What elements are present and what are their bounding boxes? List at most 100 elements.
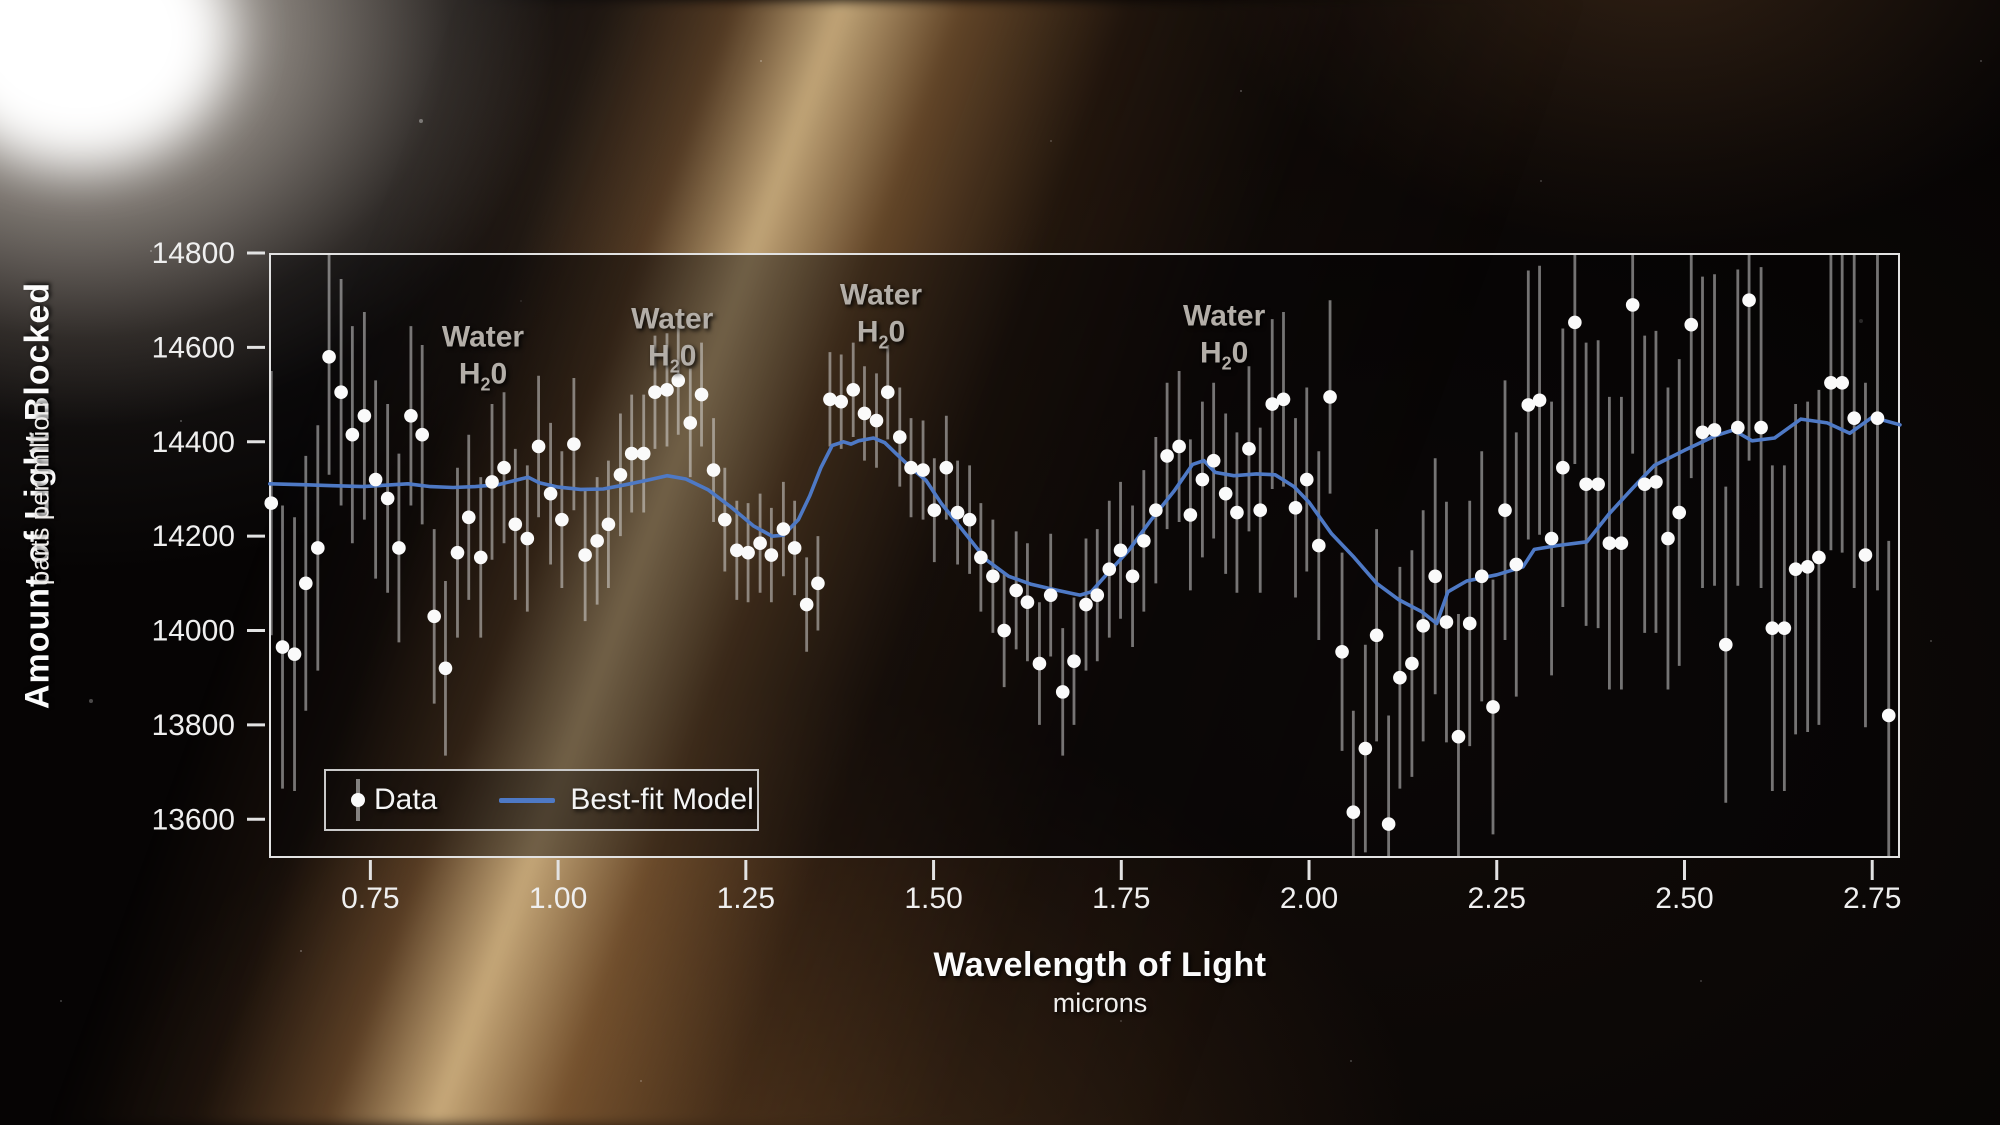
data-point-marker-icon bbox=[356, 779, 360, 821]
x-tick-label: 1.25 bbox=[717, 882, 775, 915]
data-point bbox=[892, 430, 907, 444]
x-axis-subtitle: microns bbox=[1052, 988, 1148, 1018]
data-point bbox=[1276, 392, 1291, 407]
data-point bbox=[345, 427, 360, 442]
y-tick-label: 14200 bbox=[152, 520, 235, 553]
data-point bbox=[950, 505, 965, 520]
data-point bbox=[1299, 472, 1314, 487]
data-point bbox=[1160, 449, 1174, 463]
water-annotation: Water H20 bbox=[441, 320, 525, 395]
x-tick-label: 1.75 bbox=[1092, 882, 1150, 915]
x-tick-label: 2.00 bbox=[1280, 882, 1338, 915]
data-point bbox=[1137, 534, 1151, 548]
data-point bbox=[1718, 637, 1733, 652]
data-point bbox=[601, 517, 616, 532]
data-point bbox=[298, 576, 313, 591]
data-point bbox=[1858, 548, 1873, 562]
data-point bbox=[1614, 536, 1629, 551]
data-point bbox=[1311, 538, 1326, 553]
data-point bbox=[1230, 505, 1244, 520]
data-point bbox=[520, 531, 535, 546]
data-point bbox=[415, 427, 429, 442]
y-tick-label: 14000 bbox=[152, 615, 235, 648]
data-point bbox=[1474, 569, 1489, 584]
data-point bbox=[1055, 685, 1070, 699]
data-point bbox=[1032, 656, 1047, 671]
data-point bbox=[1288, 501, 1303, 515]
data-point bbox=[485, 475, 499, 489]
x-tick-label: 1.00 bbox=[529, 882, 587, 915]
data-point bbox=[1358, 741, 1373, 756]
model-line-icon bbox=[499, 797, 556, 803]
data-point bbox=[1451, 729, 1466, 744]
y-tick-label: 14600 bbox=[152, 331, 235, 364]
data-point bbox=[1405, 656, 1419, 671]
data-point bbox=[1439, 615, 1454, 629]
data-point bbox=[624, 446, 639, 461]
x-tick-label: 0.75 bbox=[341, 882, 399, 915]
x-tick-label: 2.50 bbox=[1655, 882, 1713, 915]
data-point bbox=[1695, 425, 1710, 440]
data-point bbox=[590, 534, 604, 548]
data-point bbox=[1591, 477, 1605, 492]
data-point bbox=[1428, 569, 1442, 584]
data-point bbox=[718, 512, 732, 527]
data-point bbox=[1125, 569, 1140, 584]
data-point bbox=[916, 463, 930, 477]
data-point bbox=[683, 416, 698, 430]
data-point bbox=[613, 468, 628, 482]
data-point bbox=[1509, 557, 1524, 572]
data-point bbox=[357, 409, 372, 423]
y-axis-subtitle: parts per million bbox=[24, 401, 55, 586]
data-point bbox=[1242, 442, 1256, 456]
data-point bbox=[322, 350, 336, 364]
data-point bbox=[497, 460, 511, 475]
y-tick-label: 14800 bbox=[152, 237, 235, 270]
data-point bbox=[1067, 654, 1081, 669]
data-point bbox=[1102, 562, 1117, 576]
data-point bbox=[1462, 616, 1477, 631]
data-point bbox=[531, 439, 546, 454]
data-point bbox=[287, 647, 302, 661]
data-point bbox=[461, 510, 476, 525]
data-point bbox=[764, 548, 779, 562]
data-point bbox=[567, 437, 581, 451]
y-tick-label: 13600 bbox=[152, 803, 235, 836]
data-point bbox=[834, 394, 849, 409]
x-tick-label: 2.25 bbox=[1468, 882, 1526, 915]
data-point bbox=[1731, 420, 1745, 435]
data-point bbox=[1195, 472, 1210, 487]
data-point bbox=[264, 496, 279, 510]
data-point bbox=[730, 543, 744, 558]
data-point bbox=[1579, 477, 1593, 492]
data-point bbox=[1684, 317, 1699, 332]
data-point bbox=[450, 545, 465, 560]
data-point bbox=[787, 541, 802, 555]
data-point bbox=[392, 541, 406, 555]
data-point bbox=[368, 472, 383, 487]
data-point bbox=[1870, 411, 1885, 425]
y-tick-label: 14400 bbox=[152, 426, 235, 459]
legend-model-label: Best-fit Model bbox=[570, 783, 754, 816]
data-point bbox=[1625, 298, 1640, 312]
y-tick-label: 13800 bbox=[152, 709, 235, 742]
data-point bbox=[986, 569, 1000, 584]
data-point bbox=[1765, 621, 1780, 635]
data-point bbox=[694, 387, 709, 402]
plot-panel bbox=[269, 253, 1900, 858]
data-point bbox=[753, 536, 767, 551]
data-point bbox=[823, 392, 837, 407]
data-point bbox=[578, 548, 592, 562]
water-annotation: Water H20 bbox=[839, 278, 923, 353]
x-axis-title: Wavelength of Light bbox=[933, 946, 1267, 984]
data-point bbox=[1265, 397, 1280, 411]
data-point bbox=[1346, 805, 1361, 820]
data-point bbox=[1847, 411, 1861, 425]
data-point bbox=[543, 486, 558, 501]
data-point bbox=[1113, 543, 1128, 558]
data-point bbox=[1777, 621, 1792, 635]
water-annotation: Water H20 bbox=[631, 302, 714, 377]
data-point bbox=[1335, 644, 1349, 659]
data-point bbox=[857, 406, 872, 421]
